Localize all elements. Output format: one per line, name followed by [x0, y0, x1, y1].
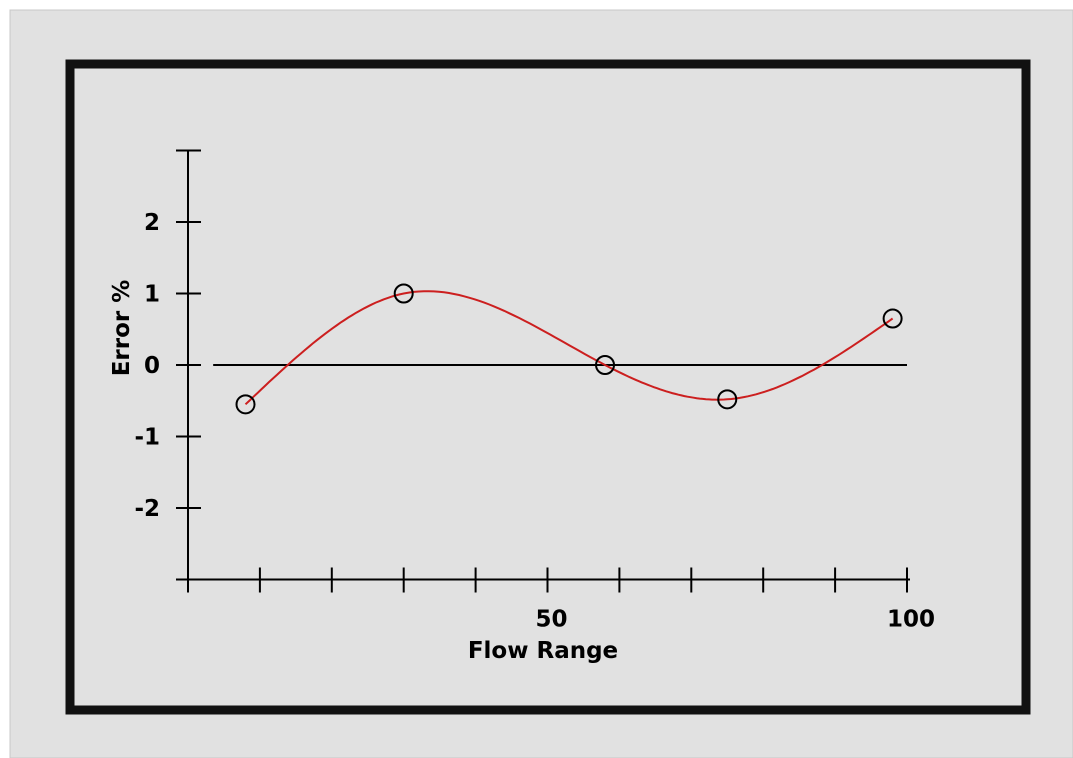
data-point	[595, 355, 616, 375]
y-tick-label: 0	[144, 353, 160, 379]
y-tick-label: 1	[144, 282, 160, 308]
y-tick-label: 2	[144, 210, 160, 236]
data-point	[235, 394, 256, 415]
data-point	[717, 389, 738, 410]
chart-frame	[65, 59, 1031, 715]
fit-curve-layer	[244, 290, 894, 406]
data-point	[882, 308, 903, 329]
x-tick-label: 100	[887, 607, 935, 633]
y-tick-label: -2	[134, 496, 160, 522]
data-point	[393, 283, 414, 304]
x-tick-label: 50	[535, 607, 567, 633]
data-points-layer	[235, 283, 903, 415]
fit-curve	[244, 290, 894, 406]
x-axis-title: Flow Range	[468, 638, 618, 664]
y-axis-title: Error %	[109, 280, 135, 377]
y-tick-label: -1	[134, 425, 160, 451]
axes: 2 1 0 -1 -2 50 100	[134, 149, 935, 633]
